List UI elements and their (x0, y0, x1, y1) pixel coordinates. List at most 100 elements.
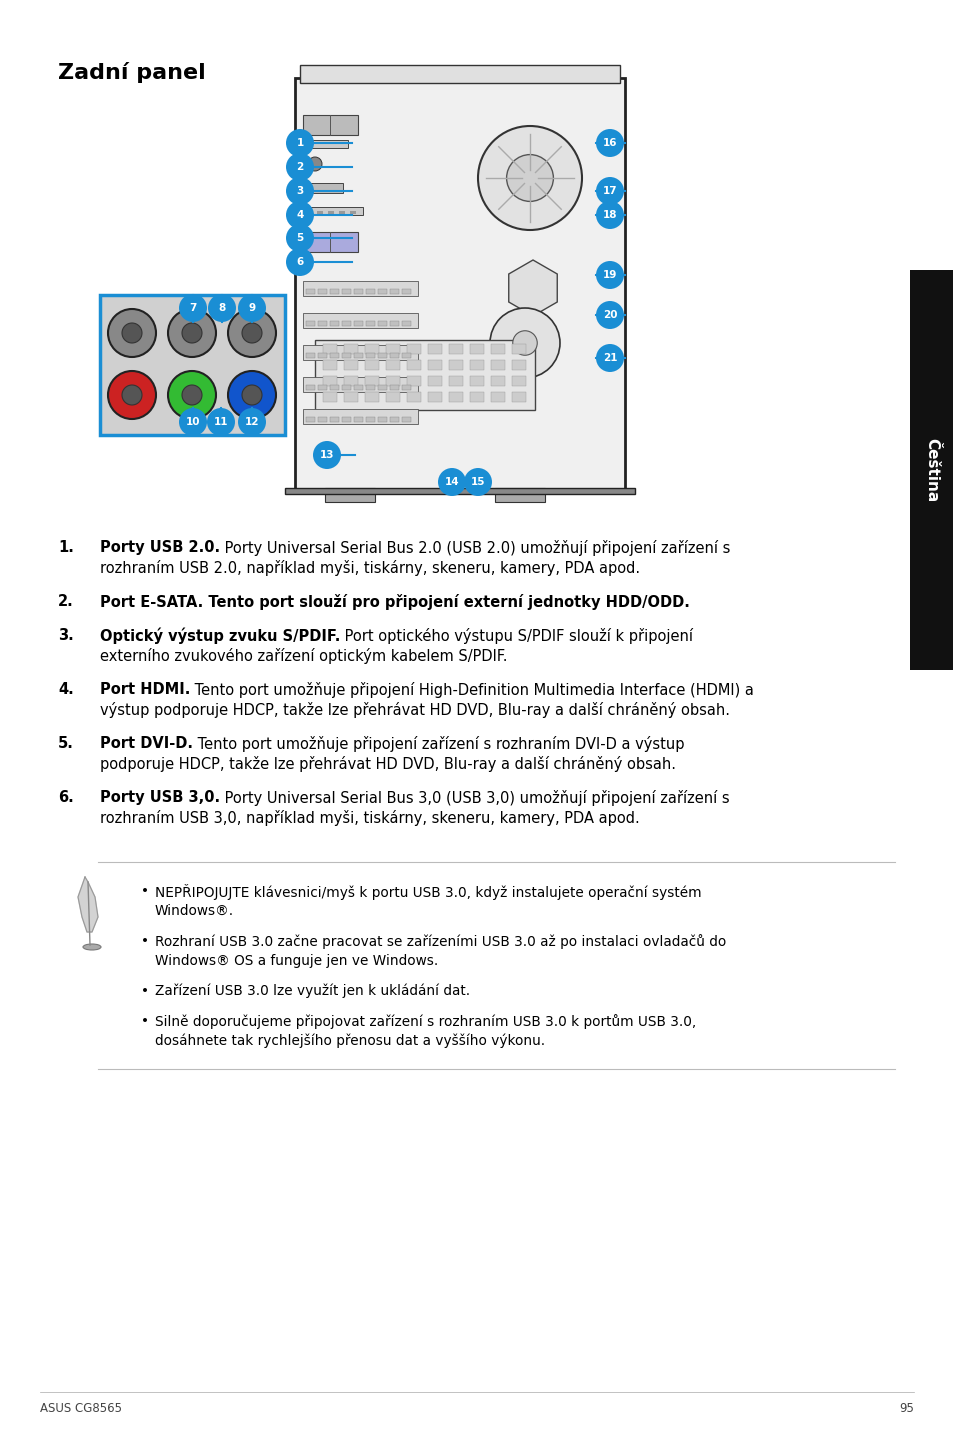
Bar (377, 321, 387, 326)
Bar (390, 321, 398, 326)
Text: dosáhnete tak rychlejšího přenosu dat a vyššího výkonu.: dosáhnete tak rychlejšího přenosu dat a … (154, 1034, 544, 1048)
Bar (390, 417, 398, 421)
Circle shape (182, 385, 202, 406)
Bar (341, 289, 351, 293)
Text: 15: 15 (470, 477, 485, 487)
Text: 3.: 3. (58, 628, 73, 643)
Bar (386, 360, 399, 370)
Bar (306, 321, 314, 326)
Bar (350, 211, 355, 214)
Text: Port HDMI.: Port HDMI. (100, 682, 191, 697)
Bar (366, 321, 375, 326)
Text: 20: 20 (602, 311, 617, 321)
Circle shape (596, 129, 623, 157)
Bar (449, 360, 462, 370)
Bar (449, 375, 462, 385)
Bar (341, 417, 351, 421)
Bar (366, 289, 375, 293)
Bar (330, 352, 338, 358)
Text: 8: 8 (218, 303, 226, 313)
Bar (330, 289, 338, 293)
Bar (449, 393, 462, 403)
Bar (314, 339, 535, 410)
Bar (306, 289, 314, 293)
Circle shape (596, 177, 623, 206)
Bar (285, 487, 635, 495)
Circle shape (437, 467, 465, 496)
Bar (491, 393, 504, 403)
Bar (303, 280, 417, 296)
Text: Tento port umožňuje připojení High-Definition Multimedia Interface (HDMI) a: Tento port umožňuje připojení High-Defin… (191, 682, 754, 697)
Bar (303, 313, 417, 328)
Bar (299, 65, 619, 83)
Text: Porty Universal Serial Bus 2.0 (USB 2.0) umožňují připojení zařízení s: Porty Universal Serial Bus 2.0 (USB 2.0)… (220, 541, 730, 557)
Circle shape (237, 293, 266, 322)
Bar (323, 360, 336, 370)
Text: 19: 19 (602, 270, 617, 280)
Bar (306, 417, 314, 421)
Bar (377, 385, 387, 390)
Bar (365, 360, 378, 370)
Bar (407, 360, 420, 370)
Bar (386, 393, 399, 403)
Bar (100, 295, 285, 436)
Bar (303, 345, 417, 360)
Polygon shape (78, 877, 98, 932)
Bar (317, 352, 327, 358)
Ellipse shape (83, 943, 101, 951)
Bar (303, 183, 343, 193)
Bar (317, 289, 327, 293)
Circle shape (228, 371, 275, 418)
Bar (428, 344, 441, 354)
Circle shape (286, 201, 314, 229)
Polygon shape (508, 260, 557, 316)
Circle shape (286, 177, 314, 206)
Text: 17: 17 (602, 186, 617, 196)
Text: 3: 3 (296, 186, 303, 196)
Text: 11: 11 (213, 417, 228, 427)
Text: Tento port umožňuje připojení zařízení s rozhraním DVI-D a výstup: Tento port umožňuje připojení zařízení s… (193, 736, 684, 752)
Bar (341, 385, 351, 390)
Circle shape (286, 152, 314, 181)
Bar (303, 408, 417, 424)
Bar (306, 385, 314, 390)
Bar (354, 417, 363, 421)
Bar (377, 289, 387, 293)
Circle shape (477, 127, 581, 230)
Text: 14: 14 (444, 477, 458, 487)
Text: 2.: 2. (58, 594, 73, 610)
Circle shape (286, 247, 314, 276)
Bar (330, 321, 338, 326)
Text: 6.: 6. (58, 789, 73, 805)
Text: Porty USB 2.0.: Porty USB 2.0. (100, 541, 220, 555)
Bar (470, 393, 483, 403)
Bar (401, 385, 411, 390)
Bar (401, 321, 411, 326)
Circle shape (182, 324, 202, 344)
Text: 12: 12 (245, 417, 259, 427)
Bar (303, 207, 363, 216)
Circle shape (122, 385, 142, 406)
Bar (344, 344, 357, 354)
Bar (330, 417, 338, 421)
Circle shape (242, 385, 262, 406)
Bar (909, 270, 953, 670)
Bar (317, 321, 327, 326)
Circle shape (596, 262, 623, 289)
Bar (491, 344, 504, 354)
Text: 1: 1 (296, 138, 303, 148)
Bar (390, 385, 398, 390)
Text: Silně doporučujeme připojovat zařízení s rozhraním USB 3.0 k portům USB 3.0,: Silně doporučujeme připojovat zařízení s… (154, 1014, 696, 1030)
Text: 9: 9 (248, 303, 255, 313)
Circle shape (207, 408, 234, 436)
Bar (365, 344, 378, 354)
Bar (323, 393, 336, 403)
Bar (323, 375, 336, 385)
Circle shape (308, 157, 322, 171)
Circle shape (228, 309, 275, 357)
Text: Zadní panel: Zadní panel (58, 62, 206, 83)
Bar (365, 375, 378, 385)
Text: Port optického výstupu S/PDIF slouží k připojení: Port optického výstupu S/PDIF slouží k p… (340, 628, 693, 644)
Bar (495, 487, 544, 502)
Circle shape (596, 301, 623, 329)
